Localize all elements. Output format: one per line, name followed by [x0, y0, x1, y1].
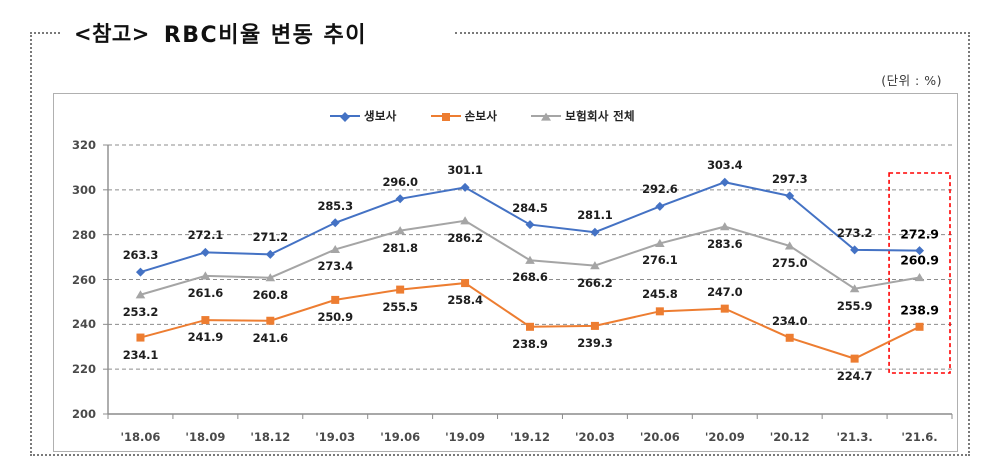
data-label-생보사-'19.09: 301.1: [447, 163, 483, 178]
data-label-생보사-'20.06: 292.6: [642, 182, 678, 197]
callout-frame: [30, 32, 970, 456]
triangle-marker-icon: [541, 112, 552, 121]
reference-tag: <참고>: [74, 22, 150, 46]
data-label-생보사-'18.12: 271.2: [252, 230, 289, 245]
legend-swatch-line: [430, 113, 461, 121]
legend-item-1[interactable]: 생보사: [330, 108, 397, 124]
legend-swatch-line: [330, 112, 360, 122]
square-marker-icon: [441, 113, 450, 121]
data-label-손보사-'19.06: 255.5: [382, 299, 418, 314]
data-label-생보사-'18.09: 272.1: [187, 228, 224, 243]
data-label-보험회사 전체-'19.03: 273.4: [317, 259, 354, 274]
data-label-손보사-'19.09: 258.4: [447, 293, 483, 308]
data-label-손보사-'19.12: 238.9: [512, 336, 548, 351]
callout-frame-top-right: [455, 32, 970, 34]
data-label-손보사-'20.12: 234.0: [771, 313, 808, 328]
x-axis-tick-2: '18.09: [185, 430, 226, 444]
data-label-생보사-'19.12: 284.5: [512, 200, 548, 215]
data-label-손보사-'18.06: 234.1: [122, 347, 159, 362]
data-label-보험회사 전체-'19.09: 286.2: [447, 230, 483, 245]
legend-label: 보험회사 전체: [565, 109, 635, 123]
data-label-생보사-'19.06: 296.0: [382, 174, 418, 189]
x-axis-tick-7: '19.12: [510, 430, 550, 444]
data-label-보험회사 전체-'20.03: 266.2: [577, 275, 613, 290]
x-axis-tick-4: '19.03: [315, 430, 356, 444]
page-title: <참고> RBC비율 변동 추이: [66, 16, 375, 50]
data-label-보험회사 전체-'21.6.: 260.9: [900, 252, 939, 268]
data-label-보험회사 전체-'20.09: 283.6: [707, 236, 743, 251]
diamond-marker-icon: [340, 112, 350, 122]
x-axis-tick-10: '20.09: [704, 430, 745, 444]
legend-label: 생보사: [364, 109, 397, 123]
data-label-손보사-'18.12: 241.6: [252, 330, 289, 345]
data-label-손보사-'20.09: 247.0: [707, 284, 743, 299]
data-label-손보사-'20.03: 239.3: [577, 335, 613, 350]
data-label-보험회사 전체-'20.06: 276.1: [642, 253, 678, 268]
data-label-보험회사 전체-'20.12: 275.0: [771, 255, 808, 270]
data-label-보험회사 전체-'18.09: 261.6: [187, 285, 224, 300]
data-label-생보사-'21.3.: 273.2: [836, 225, 873, 240]
chart-legend: 생보사 손보사 보험회사 전체: [330, 108, 635, 124]
x-axis-tick-9: '20.06: [639, 430, 680, 444]
legend-swatch-line: [531, 112, 562, 121]
chart-frame: [53, 93, 958, 452]
legend-label: 손보사: [464, 109, 498, 123]
data-label-보험회사 전체-'21.3.: 255.9: [836, 298, 873, 313]
data-label-손보사-'18.09: 241.9: [187, 330, 224, 345]
data-label-생보사-'18.06: 263.3: [122, 248, 159, 263]
y-axis-tick-280: 280: [71, 227, 97, 242]
y-axis-tick-260: 260: [71, 272, 97, 287]
data-label-생보사-'21.6.: 272.9: [900, 226, 939, 242]
title-text: RBC비율 변동 추이: [163, 23, 367, 48]
data-label-보험회사 전체-'19.06: 281.8: [382, 240, 418, 255]
x-axis-tick-3: '18.12: [250, 430, 291, 444]
legend-item-2[interactable]: 손보사: [430, 108, 498, 124]
data-label-보험회사 전체-'19.12: 268.6: [512, 270, 548, 285]
data-label-생보사-'19.03: 285.3: [317, 198, 354, 213]
data-label-손보사-'21.6.: 238.9: [900, 302, 939, 318]
data-label-생보사-'20.03: 281.1: [577, 208, 613, 223]
data-label-생보사-'20.09: 303.4: [707, 158, 743, 173]
y-axis-tick-200: 200: [71, 407, 97, 421]
x-axis-tick-1: '18.06: [120, 430, 161, 444]
x-axis-tick-11: '20.12: [769, 430, 810, 444]
data-label-손보사-'19.03: 250.9: [317, 309, 354, 324]
y-axis-tick-220: 220: [71, 362, 97, 377]
y-axis-tick-240: 240: [71, 317, 97, 332]
data-label-생보사-'20.12: 297.3: [771, 171, 808, 186]
data-label-손보사-'21.3.: 224.7: [836, 368, 873, 383]
x-axis-tick-12: '21.3.: [836, 430, 873, 444]
data-label-손보사-'20.06: 245.8: [642, 287, 678, 302]
x-axis-tick-5: '19.06: [380, 430, 421, 444]
callout-frame-top-left: [30, 32, 60, 34]
x-axis-tick-13: '21.6.: [901, 430, 938, 444]
unit-note: (단위 : %): [881, 73, 942, 88]
y-axis-tick-300: 300: [71, 182, 97, 197]
data-label-보험회사 전체-'18.12: 260.8: [252, 287, 289, 302]
data-label-보험회사 전체-'18.06: 253.2: [122, 304, 159, 319]
y-axis-tick-320: 320: [71, 138, 97, 152]
x-axis-tick-6: '19.09: [445, 430, 486, 444]
x-axis-tick-8: '20.03: [574, 430, 615, 444]
legend-item-3[interactable]: 보험회사 전체: [531, 108, 635, 124]
